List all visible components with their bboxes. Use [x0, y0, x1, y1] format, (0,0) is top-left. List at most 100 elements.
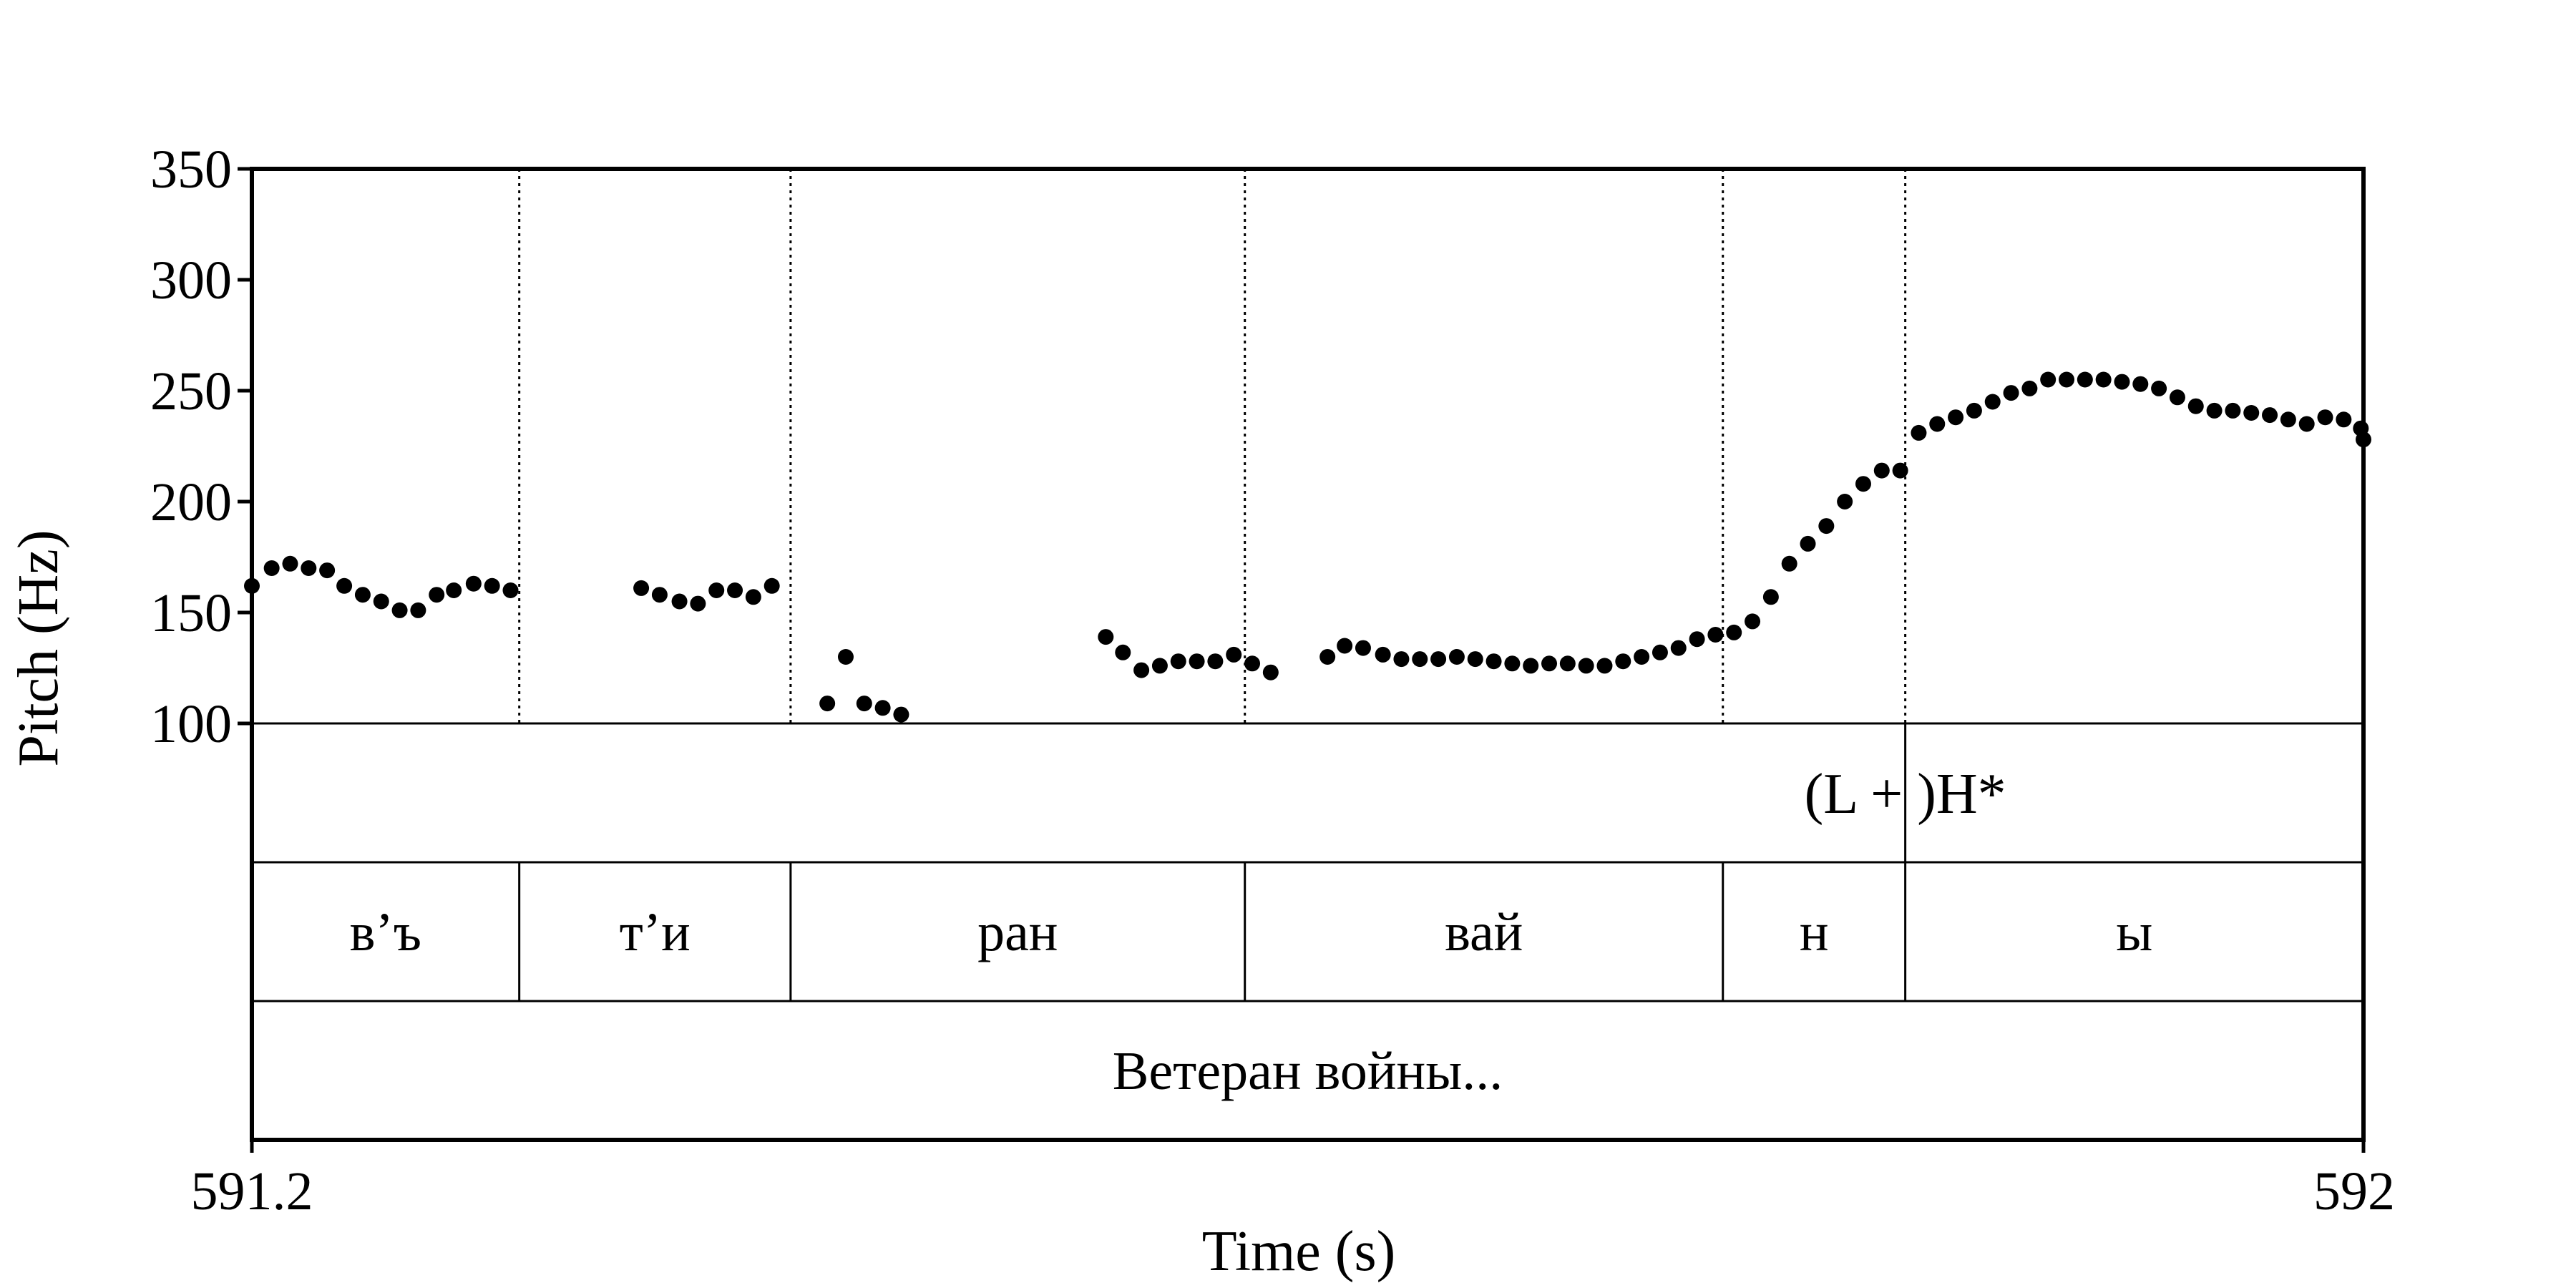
pitch-point: [1189, 653, 1205, 670]
x-tick-label-start: 591.2: [191, 1161, 313, 1221]
pitch-point: [727, 582, 743, 598]
pitch-point: [354, 587, 371, 603]
pitch-point: [1800, 535, 1816, 552]
pitch-point: [2003, 385, 2019, 401]
y-tick-label: 350: [150, 140, 232, 200]
pitch-point: [301, 560, 317, 576]
pitch-point: [1098, 629, 1114, 645]
pitch-point: [1133, 662, 1150, 678]
pitch-point: [763, 577, 780, 594]
pitch-point: [1412, 651, 1428, 668]
pitch-point: [651, 587, 668, 603]
pitch-point: [1355, 640, 1371, 656]
pitch-point: [1319, 649, 1336, 665]
pitch-point: [1226, 646, 1242, 663]
pitch-point: [2077, 371, 2093, 388]
pitch-point: [2059, 371, 2075, 388]
pitch-point: [1929, 416, 1946, 432]
pitch-point: [1485, 653, 1502, 670]
pitch-point: [2169, 389, 2185, 406]
x-tick-label-end: 592: [2313, 1161, 2395, 1221]
pitch-point: [1578, 658, 1594, 674]
pitch-point: [1911, 424, 1927, 441]
tone-label: (L + )H*: [1805, 763, 2006, 826]
syllable-label: ы: [2116, 902, 2152, 962]
syllable-label: т’и: [620, 902, 691, 962]
pitch-point: [1596, 658, 1613, 674]
y-tick-label: 150: [150, 583, 232, 643]
pitch-point: [336, 577, 353, 594]
pitch-point: [465, 575, 482, 592]
plot-frame: [238, 167, 2366, 1153]
pitch-point: [1151, 658, 1168, 674]
tier-boundaries: [518, 169, 1907, 1001]
syllable-label: н: [1800, 902, 1829, 962]
pitch-point: [2206, 402, 2223, 419]
pitch-point: [2040, 371, 2057, 388]
pitch-point: [2132, 376, 2149, 392]
pitch-point: [1170, 653, 1186, 670]
pitch-point: [874, 700, 891, 716]
pitch-point: [2298, 416, 2315, 432]
pitch-points: [244, 371, 2371, 723]
pitch-point: [2095, 371, 2112, 388]
y-tick-label: 200: [150, 472, 232, 532]
plot-border: [250, 167, 2366, 1142]
pitch-point: [893, 706, 909, 723]
syllable-label: ран: [977, 902, 1058, 962]
pitch-point: [1855, 476, 1871, 492]
pitch-point: [373, 593, 389, 610]
pitch-point: [1207, 653, 1224, 670]
pitch-point: [1818, 518, 1835, 535]
pitch-point: [1430, 651, 1447, 668]
pitch-point: [1707, 627, 1724, 643]
pitch-point: [1115, 644, 1131, 660]
phrase-label: Ветеран войны...: [1113, 1041, 1503, 1101]
pitch-point: [1652, 644, 1668, 660]
pitch-point: [1504, 655, 1521, 672]
pitch-point: [446, 582, 462, 598]
pitch-point: [819, 696, 836, 712]
pitch-point: [690, 595, 706, 612]
pitch-point: [2114, 374, 2130, 390]
y-axis-title: Pitch (Hz): [7, 530, 70, 766]
pitch-point: [837, 649, 854, 665]
pitch-point: [2187, 398, 2204, 414]
pitch-point: [2280, 411, 2296, 428]
pitch-point: [2336, 411, 2352, 428]
pitch-point: [263, 560, 280, 576]
pitch-point: [1837, 494, 1853, 509]
pitch-point: [1948, 409, 1964, 426]
pitch-point: [1448, 649, 1465, 665]
pitch-point: [1337, 638, 1353, 654]
pitch-point: [1634, 649, 1650, 665]
pitch-point: [2356, 431, 2371, 448]
pitch-point: [633, 580, 650, 596]
pitch-point: [429, 587, 445, 603]
pitch-point: [391, 602, 408, 618]
pitch-point: [1726, 624, 1742, 640]
pitch-point: [856, 696, 872, 712]
pitch-point: [410, 602, 426, 618]
pitch-point: [1966, 402, 1982, 419]
pitch-point: [1984, 394, 2001, 410]
pitch-point: [1762, 589, 1779, 605]
pitch-point: [2243, 405, 2260, 421]
syllable-label: в’ъ: [350, 902, 422, 962]
pitch-point: [671, 593, 688, 610]
pitch-point: [502, 582, 519, 598]
pitch-point: [2262, 407, 2278, 424]
pitch-point: [1467, 651, 1483, 668]
pitch-point: [2225, 402, 2241, 419]
pitch-point: [1523, 658, 1539, 674]
pitch-point: [282, 555, 298, 572]
y-tick-label: 300: [150, 250, 232, 311]
syllable-label: вай: [1445, 902, 1523, 962]
pitch-point: [745, 589, 761, 605]
x-axis-title: Time (s): [1202, 1220, 1395, 1283]
pitch-point: [1615, 653, 1631, 670]
y-tick-label: 250: [150, 361, 232, 421]
pitch-point: [1541, 655, 1558, 672]
pitch-point: [1745, 613, 1761, 630]
pitch-point: [708, 582, 725, 598]
